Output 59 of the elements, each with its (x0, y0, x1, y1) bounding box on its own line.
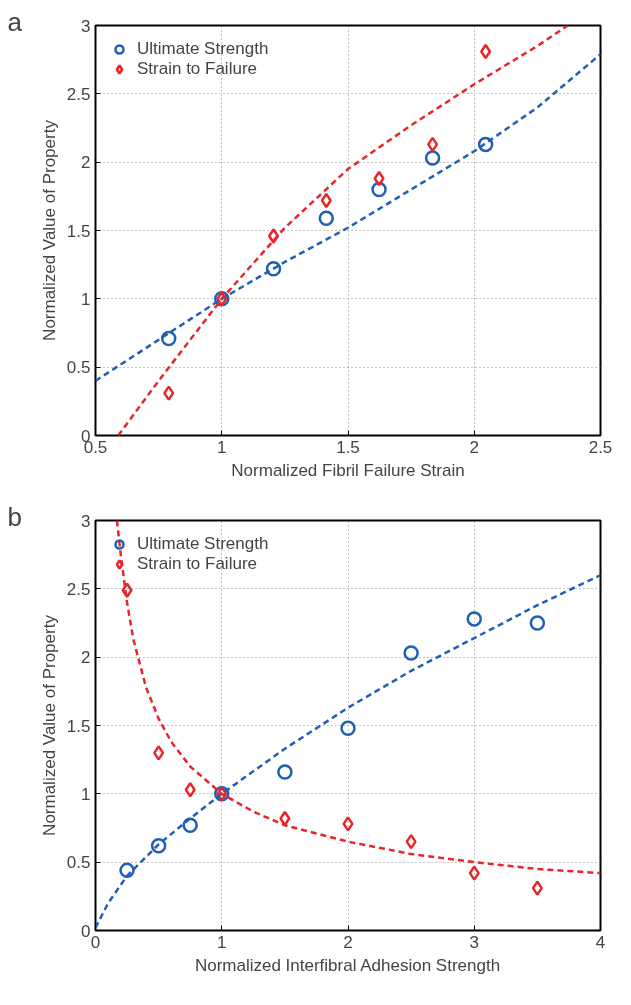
point (480, 43, 492, 60)
line-series (115, 520, 601, 875)
text: b (7, 501, 22, 532)
x-axis-title: Normalized Fibril Failure Strain (231, 460, 465, 480)
y-tick-label: 0.5 (66, 853, 91, 873)
point (424, 150, 441, 166)
x-tick-label: 1 (217, 437, 227, 457)
point (277, 764, 293, 780)
point (119, 862, 135, 879)
point (150, 838, 167, 854)
y-tick-label: 2 (81, 153, 91, 173)
y-tick-label: 1 (81, 289, 91, 309)
point (320, 192, 332, 209)
point (184, 781, 196, 798)
point (427, 136, 439, 153)
y-tick-label: 0.5 (66, 358, 91, 378)
point (265, 261, 282, 277)
y-axis-title: Normalized Value of Property (39, 119, 59, 341)
point (468, 865, 480, 881)
point (466, 611, 482, 627)
x-tick-label: 2 (343, 932, 353, 952)
point (121, 582, 133, 598)
y-tick-label: 1.5 (66, 716, 91, 736)
y-tick-label: 2.5 (66, 579, 91, 599)
y-tick-label: 1.5 (66, 221, 91, 241)
point (531, 880, 543, 896)
point (163, 385, 175, 401)
y-tick-label: 2 (81, 648, 91, 668)
y-tick-label: 3 (81, 511, 91, 531)
x-tick-label: 2.5 (588, 437, 613, 457)
y-tick-label: 3 (81, 16, 91, 36)
x-tick-label: 2 (469, 437, 479, 457)
point (342, 816, 354, 832)
legend-label: Ultimate Strength (137, 39, 269, 59)
line-series (116, 25, 569, 436)
point (477, 136, 494, 153)
point (160, 330, 177, 347)
text: a (7, 6, 23, 37)
x-axis-title: Normalized Interfibral Adhesion Strength (194, 955, 501, 975)
point (529, 615, 546, 631)
point (267, 228, 280, 244)
point (279, 810, 291, 827)
x-tick-label: 1 (217, 932, 227, 952)
legend-label: Strain to Failure (137, 59, 257, 79)
y-tick-label: 2.5 (66, 84, 91, 104)
point (340, 720, 356, 736)
x-tick-label: 1.5 (336, 437, 360, 457)
point (373, 170, 385, 187)
y-tick-label: 1 (81, 784, 91, 804)
x-tick-label: 4 (595, 932, 606, 952)
x-tick-label: 3 (469, 932, 479, 952)
legend-label: Ultimate Strength (137, 534, 269, 554)
point (403, 645, 419, 661)
legend-label: Strain to Failure (137, 554, 257, 574)
point (318, 210, 335, 226)
point (405, 833, 417, 850)
y-axis-title: Normalized Value of Property (39, 614, 59, 836)
point (182, 817, 198, 833)
point (153, 745, 165, 761)
